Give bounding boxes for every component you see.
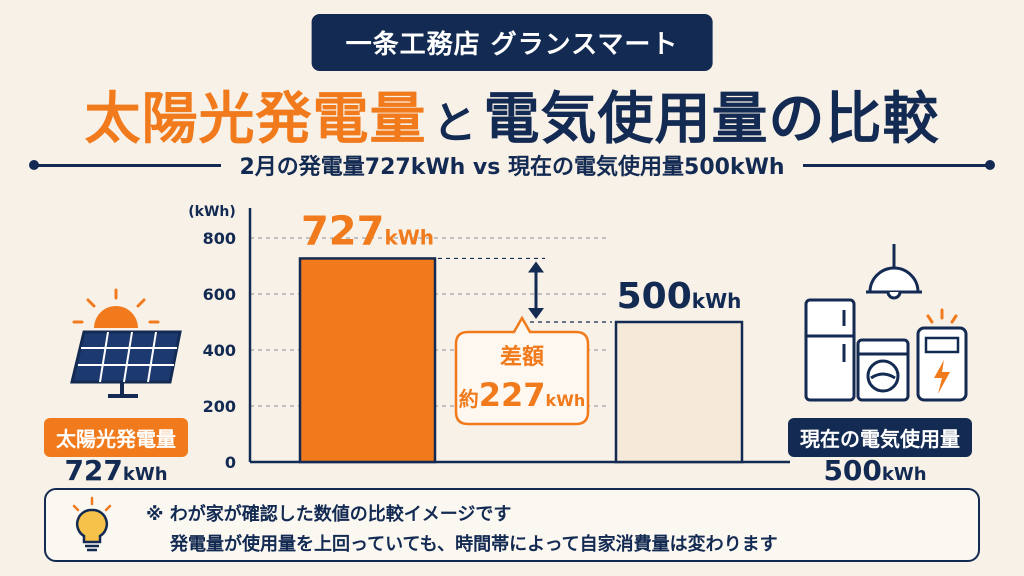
usage-value-number: 500 xyxy=(823,454,882,487)
lamp-icon xyxy=(866,244,922,300)
note-line-1: ※ わが家が確認した数値の比較イメージです xyxy=(146,504,512,525)
bar-value-label: 500kWh xyxy=(617,276,742,317)
page-title: 太陽光発電量と電気使用量の比較 xyxy=(0,74,1024,155)
washing-machine-icon xyxy=(856,338,910,402)
y-tick-label: 0 xyxy=(225,453,236,472)
y-tick-label: 600 xyxy=(203,285,236,304)
bar-usage xyxy=(614,320,744,464)
subtitle: 2月の発電量727kWh vs 現在の電気使用量500kWh xyxy=(239,155,785,180)
title-usage: 電気使用量の比較 xyxy=(483,87,940,152)
y-tick-label: 200 xyxy=(203,397,236,416)
solar-panel-icon xyxy=(70,330,182,398)
light-bulb-icon xyxy=(72,496,112,552)
subtitle-row: 2月の発電量727kWh vs 現在の電気使用量500kWh xyxy=(28,150,996,180)
solar-panel-illustration xyxy=(70,288,182,398)
note-box: ※ わが家が確認した数値の比較イメージです 発電量が使用量を上回っていても、時間… xyxy=(44,488,980,562)
divider-left xyxy=(28,160,222,170)
note-line-2: 発電量が使用量を上回っていても、時間帯によって自家消費量は変わります xyxy=(170,534,778,555)
difference-arrow-up xyxy=(528,261,544,273)
refrigerator-icon xyxy=(804,298,856,402)
bar-value-label: 727kWh xyxy=(301,208,434,254)
electric-meter-icon xyxy=(916,308,968,402)
y-axis-unit: (kWh) xyxy=(188,204,236,220)
usage-value-unit: kWh xyxy=(881,464,927,485)
title-badge: 一条工務店 グランスマート xyxy=(311,14,713,71)
divider-right xyxy=(802,160,996,170)
difference-value: 約227kWh xyxy=(459,376,585,414)
difference-arrow-down xyxy=(528,308,544,319)
title-and: と xyxy=(432,98,478,149)
title-solar: 太陽光発電量 xyxy=(84,87,427,152)
solar-value-number: 727 xyxy=(64,454,123,487)
solar-value: 727kWh xyxy=(46,454,186,487)
usage-value: 500kWh xyxy=(800,454,950,487)
difference-callout xyxy=(454,315,590,426)
difference-label: 差額 xyxy=(500,344,544,370)
solar-label: 太陽光発電量 xyxy=(44,418,188,457)
y-tick-label: 800 xyxy=(203,229,236,248)
bar-solar xyxy=(298,257,437,464)
solar-value-unit: kWh xyxy=(122,464,168,485)
usage-label: 現在の電気使用量 xyxy=(788,418,972,457)
appliances-illustration xyxy=(804,244,968,402)
y-tick-label: 400 xyxy=(203,341,236,360)
sun-icon xyxy=(72,288,160,328)
